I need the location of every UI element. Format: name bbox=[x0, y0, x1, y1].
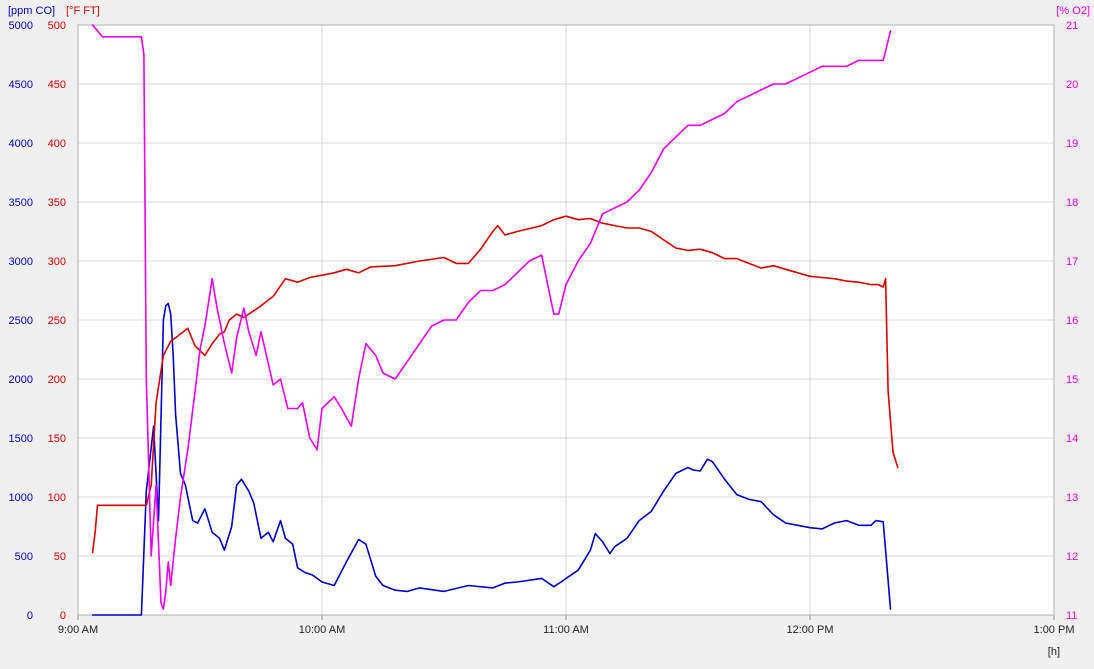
y-tick-label-co: 1000 bbox=[9, 492, 33, 504]
y-tick-label-co: 3500 bbox=[9, 197, 33, 209]
x-tick-label: 9:00 AM bbox=[58, 624, 98, 636]
y-tick-label-o2: 20 bbox=[1066, 79, 1078, 91]
y-tick-label-o2: 21 bbox=[1066, 20, 1078, 32]
y-tick-label-ft: 350 bbox=[48, 197, 66, 209]
series-lines bbox=[91, 24, 899, 616]
y-tick-label-o2: 12 bbox=[1066, 551, 1078, 563]
y-tick-label-co: 500 bbox=[15, 551, 33, 563]
y-tick-label-ft: 500 bbox=[48, 20, 66, 32]
y-tick-label-o2: 18 bbox=[1066, 197, 1078, 209]
y-tick-label-o2: 11 bbox=[1066, 610, 1077, 622]
y-tick-label-co: 0 bbox=[27, 610, 33, 622]
y-tick-label-ft: 300 bbox=[48, 256, 66, 268]
axis-label-co: [ppm CO] bbox=[8, 5, 55, 17]
plot-frame bbox=[77, 24, 1055, 616]
series-line-ft bbox=[91, 215, 899, 554]
y-tick-label-ft: 150 bbox=[48, 433, 66, 445]
y-tick-label-co: 2500 bbox=[9, 315, 33, 327]
y-tick-label-co: 1500 bbox=[9, 433, 33, 445]
y-tick-label-ft: 50 bbox=[54, 551, 66, 563]
axis-label-ft: [°F FT] bbox=[66, 5, 100, 17]
axis-label-o2: [% O2] bbox=[1056, 5, 1090, 17]
y-tick-label-co: 2000 bbox=[9, 374, 33, 386]
y-tick-label-o2: 13 bbox=[1066, 492, 1078, 504]
x-tick-label: 1:00 PM bbox=[1034, 624, 1075, 636]
tick-labels: 9:00 AM 10:00 AM 11:00 AM 12:00 PM 1:00 PM 0 5… bbox=[9, 20, 1079, 636]
axis-label-x-unit: [h] bbox=[1048, 646, 1060, 658]
y-tick-label-ft: 100 bbox=[48, 492, 66, 504]
y-tick-label-o2: 14 bbox=[1066, 433, 1078, 445]
y-tick-label-o2: 17 bbox=[1066, 256, 1078, 268]
y-tick-label-ft: 0 bbox=[60, 610, 66, 622]
series-line-o2 bbox=[91, 24, 892, 610]
x-tick-label: 10:00 AM bbox=[299, 624, 345, 636]
series-line-co bbox=[91, 302, 892, 616]
y-tick-label-co: 4500 bbox=[9, 79, 33, 91]
x-tick-label: 12:00 PM bbox=[786, 624, 833, 636]
y-tick-label-o2: 15 bbox=[1066, 374, 1078, 386]
y-tick-label-ft: 450 bbox=[48, 79, 66, 91]
y-tick-label-co: 5000 bbox=[9, 20, 33, 32]
y-tick-label-ft: 400 bbox=[48, 138, 66, 150]
y-tick-label-o2: 16 bbox=[1066, 315, 1078, 327]
y-tick-label-o2: 19 bbox=[1066, 138, 1078, 150]
x-tick-label: 11:00 AM bbox=[543, 624, 589, 636]
y-tick-label-co: 3000 bbox=[9, 256, 33, 268]
y-tick-label-co: 4000 bbox=[9, 138, 33, 150]
y-tick-label-ft: 200 bbox=[48, 374, 66, 386]
y-tick-label-ft: 250 bbox=[48, 315, 66, 327]
grid-lines bbox=[77, 24, 1055, 620]
